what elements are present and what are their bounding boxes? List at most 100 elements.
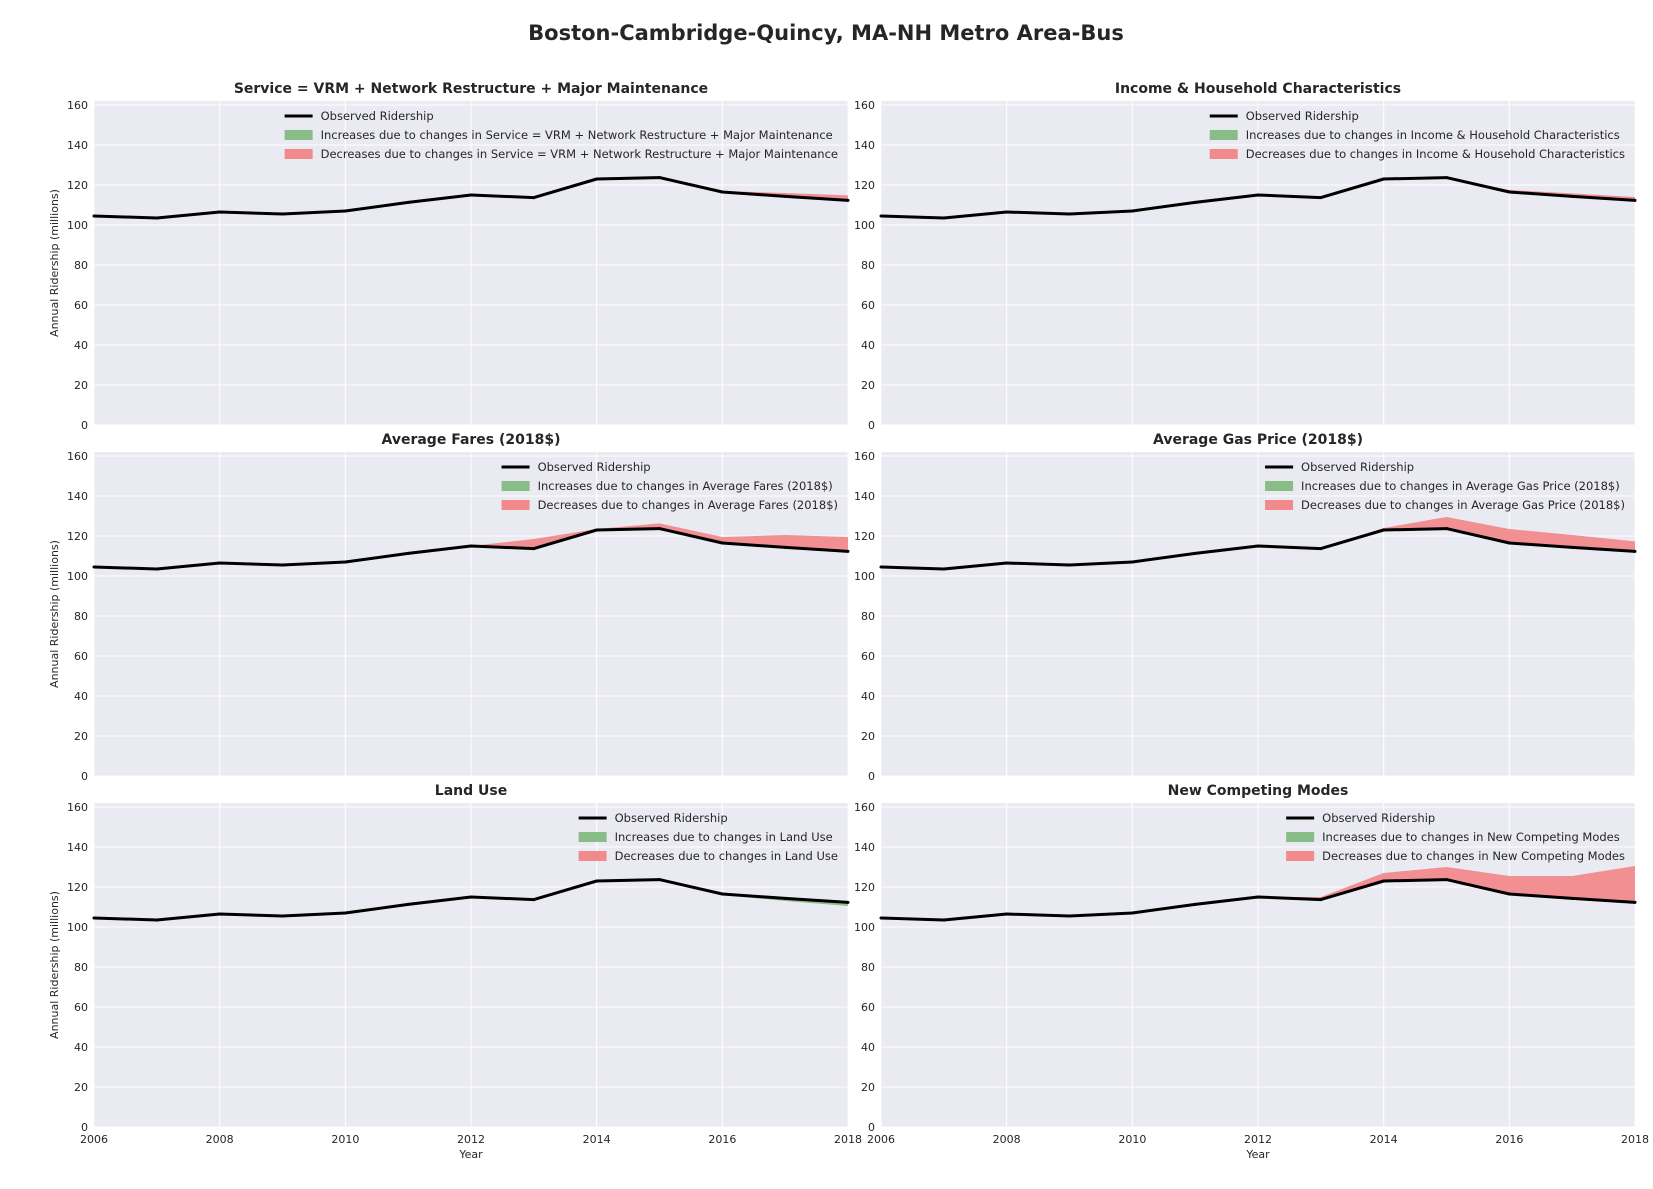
observed-point (595, 528, 599, 532)
y-tick-label: 160 (67, 99, 88, 112)
observed-point (343, 560, 347, 564)
y-tick-label: 20 (861, 1081, 875, 1094)
y-tick-label: 80 (74, 961, 88, 974)
y-tick-label: 0 (81, 419, 88, 432)
y-tick-label: 120 (854, 530, 875, 543)
y-tick-label: 100 (854, 921, 875, 934)
legend-increase-swatch (1286, 832, 1315, 842)
y-tick-label: 40 (74, 339, 88, 352)
y-tick-label: 160 (67, 801, 88, 814)
observed-point (1570, 896, 1574, 900)
y-tick-label: 0 (868, 770, 875, 783)
subplot-1: 0 20 40 60 80 100 120 140 160 Service = VRM + Net… (48, 81, 850, 432)
observed-point (406, 551, 410, 555)
observed-point (879, 916, 883, 920)
observed-point (1193, 551, 1197, 555)
observed-point (406, 902, 410, 906)
observed-point (155, 216, 159, 220)
legend-increase-swatch (1209, 130, 1238, 140)
observed-point (1319, 898, 1323, 902)
observed-point (92, 214, 96, 218)
observed-point (1319, 196, 1323, 200)
observed-point (281, 212, 284, 216)
y-tick-label: 80 (74, 610, 88, 623)
legend-label: Decreases due to changes in Average Fare… (538, 498, 838, 512)
legend-increase-swatch (284, 130, 313, 140)
y-axis-label: Annual Ridership (millions) (48, 189, 61, 337)
y-tick-label: 100 (854, 219, 875, 232)
observed-point (1068, 914, 1071, 918)
observed-point (658, 527, 661, 531)
observed-point (281, 914, 284, 918)
legend-label: Increases due to changes in New Competin… (1322, 830, 1620, 844)
y-tick-label: 120 (854, 179, 875, 192)
observed-point (1570, 545, 1574, 549)
y-tick-label: 80 (861, 610, 875, 623)
observed-point (1193, 200, 1197, 204)
observed-point (846, 900, 850, 904)
legend-label: Observed Ridership (538, 460, 651, 474)
subplot-3: 0 20 40 60 80 100 120 140 160 Average Fares (2018… (48, 432, 850, 783)
subplot-2: 0 20 40 60 80 100 120 140 160 Income & Household … (854, 81, 1637, 432)
observed-point (469, 895, 473, 899)
observed-point (218, 210, 222, 214)
y-tick-label: 40 (861, 690, 875, 703)
observed-point (1130, 911, 1134, 915)
observed-point (783, 545, 787, 549)
y-tick-label: 20 (861, 730, 875, 743)
observed-point (1130, 560, 1134, 564)
x-axis-label: Year (458, 1148, 483, 1161)
legend-decrease-swatch (578, 851, 607, 861)
x-tick-label: 2006 (80, 1133, 108, 1146)
x-tick-label: 2016 (1495, 1133, 1523, 1146)
observed-point (942, 567, 946, 571)
x-axis-label: Year (1245, 1148, 1270, 1161)
subplot-4: 0 20 40 60 80 100 120 140 160 Average Gas Price (… (854, 432, 1637, 783)
legend-label: Decreases due to changes in Income & Hou… (1246, 147, 1625, 161)
observed-point (218, 561, 222, 565)
y-tick-label: 40 (861, 1041, 875, 1054)
y-tick-label: 140 (67, 490, 88, 503)
x-tick-label: 2008 (993, 1133, 1021, 1146)
y-tick-label: 100 (67, 219, 88, 232)
y-tick-label: 100 (67, 570, 88, 583)
observed-point (1068, 563, 1071, 567)
x-tick-label: 2012 (457, 1133, 485, 1146)
observed-point (281, 563, 284, 567)
subplot-title: Average Gas Price (2018$) (1153, 432, 1363, 448)
legend-label: Increases due to changes in Service = VR… (321, 128, 833, 142)
y-tick-label: 60 (861, 650, 875, 663)
legend-label: Increases due to changes in Average Gas … (1301, 479, 1620, 493)
observed-point (343, 209, 347, 213)
subplot-title: Income & Household Characteristics (1115, 81, 1401, 97)
y-tick-label: 40 (861, 339, 875, 352)
observed-point (343, 911, 347, 915)
y-tick-label: 120 (67, 179, 88, 192)
observed-point (1005, 210, 1009, 214)
x-tick-label: 2014 (583, 1133, 611, 1146)
subplot-grid: 0 20 40 60 80 100 120 140 160 Service = VRM + Net… (48, 81, 1649, 1161)
y-tick-label: 20 (74, 730, 88, 743)
x-tick-label: 2006 (867, 1133, 895, 1146)
subplot-5: 0 20 40 60 80 100 120 140 160 2006 2008 2010 2012 201… (48, 783, 862, 1161)
y-axis-label: Annual Ridership (millions) (48, 540, 61, 688)
y-tick-label: 140 (67, 139, 88, 152)
legend: Observed Ridership Increases due to chang… (578, 811, 838, 863)
x-tick-label: 2008 (206, 1133, 234, 1146)
legend-decrease-swatch (1286, 851, 1315, 861)
y-tick-label: 20 (74, 1081, 88, 1094)
y-tick-label: 140 (854, 139, 875, 152)
y-tick-label: 0 (868, 1121, 875, 1134)
y-tick-label: 20 (861, 379, 875, 392)
observed-point (1633, 900, 1637, 904)
observed-point (1507, 190, 1511, 194)
y-tick-label: 80 (861, 961, 875, 974)
y-tick-label: 100 (854, 570, 875, 583)
legend-label: Observed Ridership (1246, 109, 1359, 123)
observed-point (720, 541, 724, 545)
legend-label: Observed Ridership (1301, 460, 1414, 474)
y-tick-label: 80 (861, 259, 875, 272)
observed-point (1319, 547, 1323, 551)
